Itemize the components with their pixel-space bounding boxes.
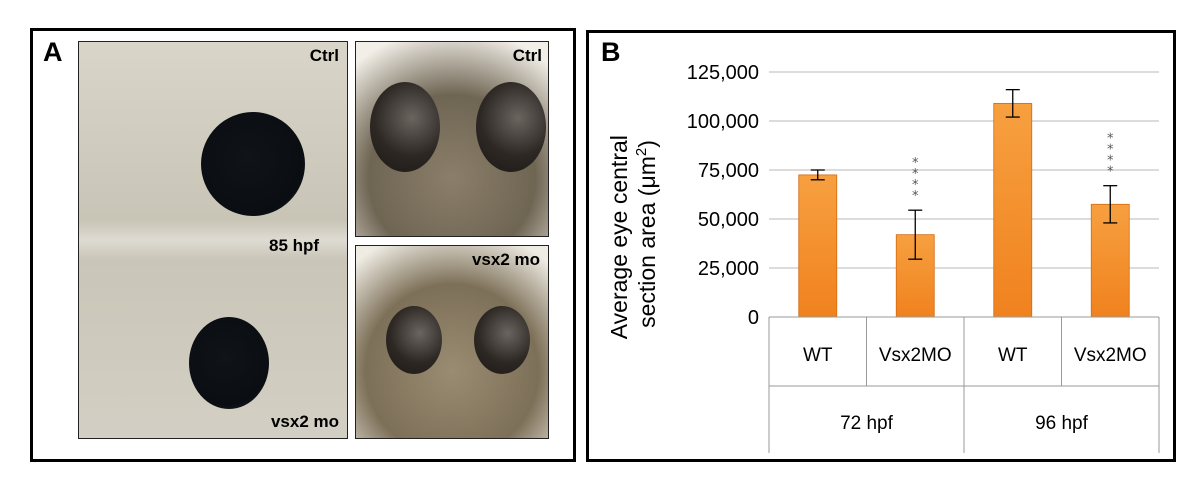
y-tick-label: 0 xyxy=(748,307,759,329)
significance-stars: * * * * xyxy=(1107,132,1114,180)
y-axis-label-unit: m xyxy=(634,156,660,175)
dorsal-ctrl-right-eye xyxy=(476,82,546,172)
x-category-label: WT xyxy=(998,345,1028,366)
y-axis-label-suffix: ) xyxy=(634,140,660,148)
significance-stars: * * * * xyxy=(912,156,919,204)
dorsal-mo-left-eye xyxy=(386,306,442,374)
y-tick-label: 100,000 xyxy=(687,111,759,133)
panel-b: B 0 25,000 50,000 75,000 100,000 125,000 * * * *… xyxy=(586,30,1176,462)
y-tick-labels: 0 25,000 50,000 75,000 100,000 125,000 xyxy=(687,62,759,329)
lateral-mo-label: vsx2 mo xyxy=(270,412,339,431)
stage-label: 85 hpf xyxy=(269,236,320,255)
y-axis-label-line2: section area ( xyxy=(634,188,660,328)
panel-b-letter: B xyxy=(601,37,621,67)
error-bars xyxy=(810,88,1118,260)
dorsal-mo-right-eye xyxy=(474,306,530,374)
bar xyxy=(993,102,1033,318)
morphant-eye xyxy=(189,317,269,409)
dorsal-mo-photo: vsx2 mo xyxy=(355,245,549,439)
bar xyxy=(798,174,838,318)
y-axis-label-line1: Average eye central xyxy=(606,135,632,339)
lateral-ctrl-label: Ctrl xyxy=(309,46,339,65)
y-tick-label: 75,000 xyxy=(698,160,759,182)
y-tick-label: 50,000 xyxy=(698,209,759,231)
x-group-label: 96 hpf xyxy=(1035,413,1089,434)
x-category-label: Vsx2MO xyxy=(1074,345,1147,366)
panel-a: A Ctrl 85 hpf vsx2 mo Ctrl vsx2 mo xyxy=(30,28,576,462)
y-tick-label: 125,000 xyxy=(687,62,759,84)
ctrl-eye xyxy=(201,112,305,216)
y-axis-label-sup: 2 xyxy=(633,148,650,156)
x-category-label: WT xyxy=(803,345,833,366)
x-category-label: Vsx2MO xyxy=(879,345,952,366)
y-axis-label-mu: μ xyxy=(634,175,660,188)
panel-a-letter: A xyxy=(43,37,63,67)
dorsal-mo-label: vsx2 mo xyxy=(471,250,540,269)
x-axis: WT Vsx2MO WT Vsx2MO 72 hpf 96 hpf xyxy=(768,316,1160,453)
lateral-view-photo: Ctrl 85 hpf vsx2 mo xyxy=(78,41,348,439)
x-group-label: 72 hpf xyxy=(840,413,894,434)
y-tick-label: 25,000 xyxy=(698,258,759,280)
significance-markers: * * * * * * * * xyxy=(912,132,1114,205)
y-axis-label: Average eye central section area (μm2) xyxy=(606,129,660,340)
dorsal-ctrl-label: Ctrl xyxy=(512,46,542,65)
dorsal-ctrl-photo: Ctrl xyxy=(355,41,549,237)
bars xyxy=(798,102,1130,318)
dorsal-ctrl-left-eye xyxy=(370,82,440,172)
